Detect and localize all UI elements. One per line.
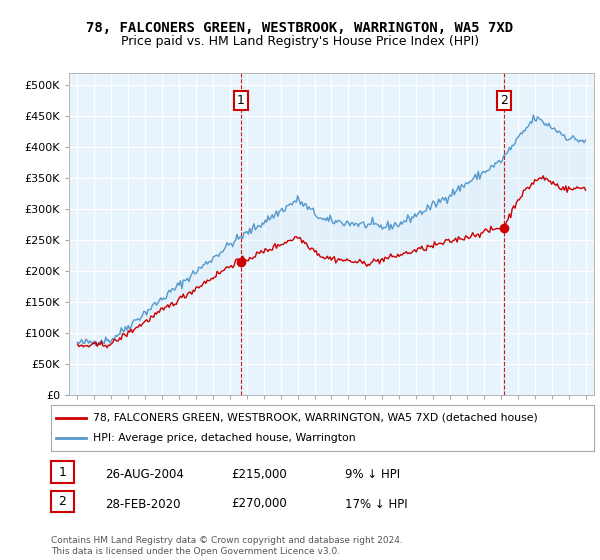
Text: 78, FALCONERS GREEN, WESTBROOK, WARRINGTON, WA5 7XD: 78, FALCONERS GREEN, WESTBROOK, WARRINGT… bbox=[86, 21, 514, 35]
Text: 9% ↓ HPI: 9% ↓ HPI bbox=[345, 468, 400, 481]
Text: 28-FEB-2020: 28-FEB-2020 bbox=[105, 497, 181, 511]
Text: Price paid vs. HM Land Registry's House Price Index (HPI): Price paid vs. HM Land Registry's House … bbox=[121, 35, 479, 48]
Text: 26-AUG-2004: 26-AUG-2004 bbox=[105, 468, 184, 481]
Text: 2: 2 bbox=[58, 495, 67, 508]
Text: 17% ↓ HPI: 17% ↓ HPI bbox=[345, 497, 407, 511]
Text: Contains HM Land Registry data © Crown copyright and database right 2024.
This d: Contains HM Land Registry data © Crown c… bbox=[51, 536, 403, 556]
Text: 1: 1 bbox=[237, 94, 245, 107]
Text: £270,000: £270,000 bbox=[231, 497, 287, 511]
Text: £215,000: £215,000 bbox=[231, 468, 287, 481]
Text: 2: 2 bbox=[500, 94, 508, 107]
Text: 78, FALCONERS GREEN, WESTBROOK, WARRINGTON, WA5 7XD (detached house): 78, FALCONERS GREEN, WESTBROOK, WARRINGT… bbox=[94, 413, 538, 423]
Text: 1: 1 bbox=[58, 465, 67, 479]
Text: HPI: Average price, detached house, Warrington: HPI: Average price, detached house, Warr… bbox=[94, 433, 356, 443]
